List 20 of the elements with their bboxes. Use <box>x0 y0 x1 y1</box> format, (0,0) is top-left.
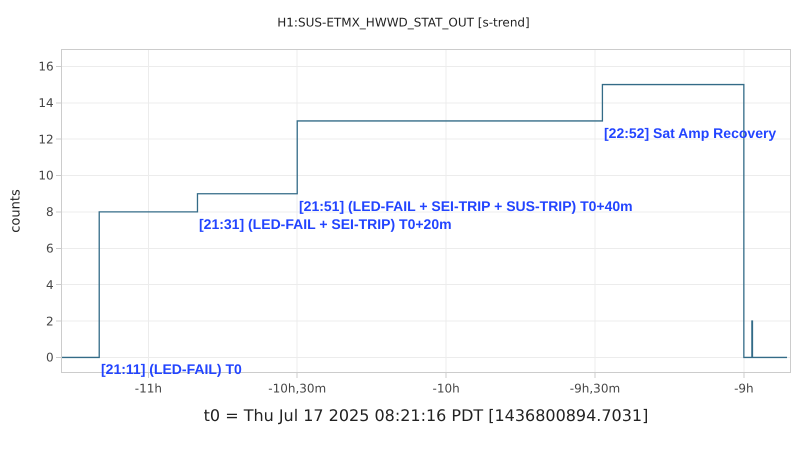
y-axis-title: counts <box>8 189 24 233</box>
x-tick-label: -11h <box>134 381 162 396</box>
y-tick-label: 16 <box>38 60 54 74</box>
annotation: [21:51] (LED-FAIL + SEI-TRIP + SUS-TRIP) T0+40m <box>299 198 633 214</box>
y-tick-label: 8 <box>46 205 54 220</box>
x-axis-title: t0 = Thu Jul 17 2025 08:21:16 PDT [1436800894.7031] <box>204 406 648 426</box>
x-tick-label: -9h,30m <box>570 381 620 396</box>
annotation: [21:11] (LED-FAIL) T0 <box>101 361 242 377</box>
x-tick-label: -10h <box>432 381 460 396</box>
y-tick-label: 14 <box>38 96 54 110</box>
x-tick-label: -10h,30m <box>268 381 326 396</box>
y-tick-label: 12 <box>38 132 54 146</box>
chart-title: H1:SUS-ETMX_HWWD_STAT_OUT [s-trend] <box>277 15 530 30</box>
y-tick-label: 4 <box>46 278 54 292</box>
y-tick-label: 2 <box>46 314 54 328</box>
annotation: [21:31] (LED-FAIL + SEI-TRIP) T0+20m <box>199 216 452 232</box>
y-tick-label: 10 <box>38 168 54 183</box>
y-tick-label: 0 <box>46 350 54 365</box>
x-tick-label: -9h <box>734 381 754 396</box>
y-tick-label: 6 <box>46 241 54 256</box>
